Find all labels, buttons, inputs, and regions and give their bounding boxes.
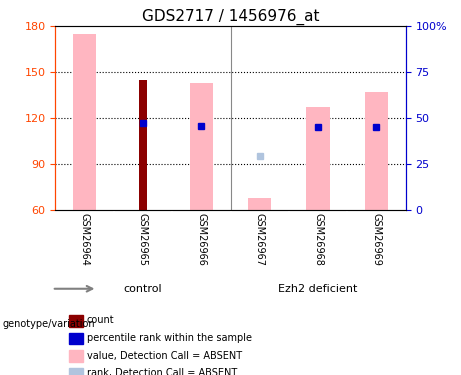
Bar <box>69 368 83 375</box>
Text: control: control <box>124 284 162 294</box>
Bar <box>365 92 388 210</box>
Text: rank, Detection Call = ABSENT: rank, Detection Call = ABSENT <box>87 368 237 375</box>
Bar <box>307 107 330 210</box>
Text: percentile rank within the sample: percentile rank within the sample <box>87 333 252 343</box>
Text: count: count <box>87 315 114 325</box>
Bar <box>69 333 83 344</box>
Text: GSM26964: GSM26964 <box>79 213 89 266</box>
Text: GSM26967: GSM26967 <box>254 213 265 266</box>
Text: GSM26965: GSM26965 <box>138 213 148 266</box>
Bar <box>69 315 83 327</box>
Text: value, Detection Call = ABSENT: value, Detection Call = ABSENT <box>87 351 242 360</box>
Text: GSM26969: GSM26969 <box>372 213 382 266</box>
Text: genotype/variation: genotype/variation <box>2 320 95 329</box>
Bar <box>138 80 147 210</box>
Text: GSM26968: GSM26968 <box>313 213 323 266</box>
Text: Ezh2 deficient: Ezh2 deficient <box>278 284 358 294</box>
Title: GDS2717 / 1456976_at: GDS2717 / 1456976_at <box>142 9 319 25</box>
Text: GSM26966: GSM26966 <box>196 213 207 266</box>
Bar <box>69 351 83 362</box>
Bar <box>73 34 96 210</box>
Bar <box>248 198 272 210</box>
Bar <box>189 83 213 210</box>
